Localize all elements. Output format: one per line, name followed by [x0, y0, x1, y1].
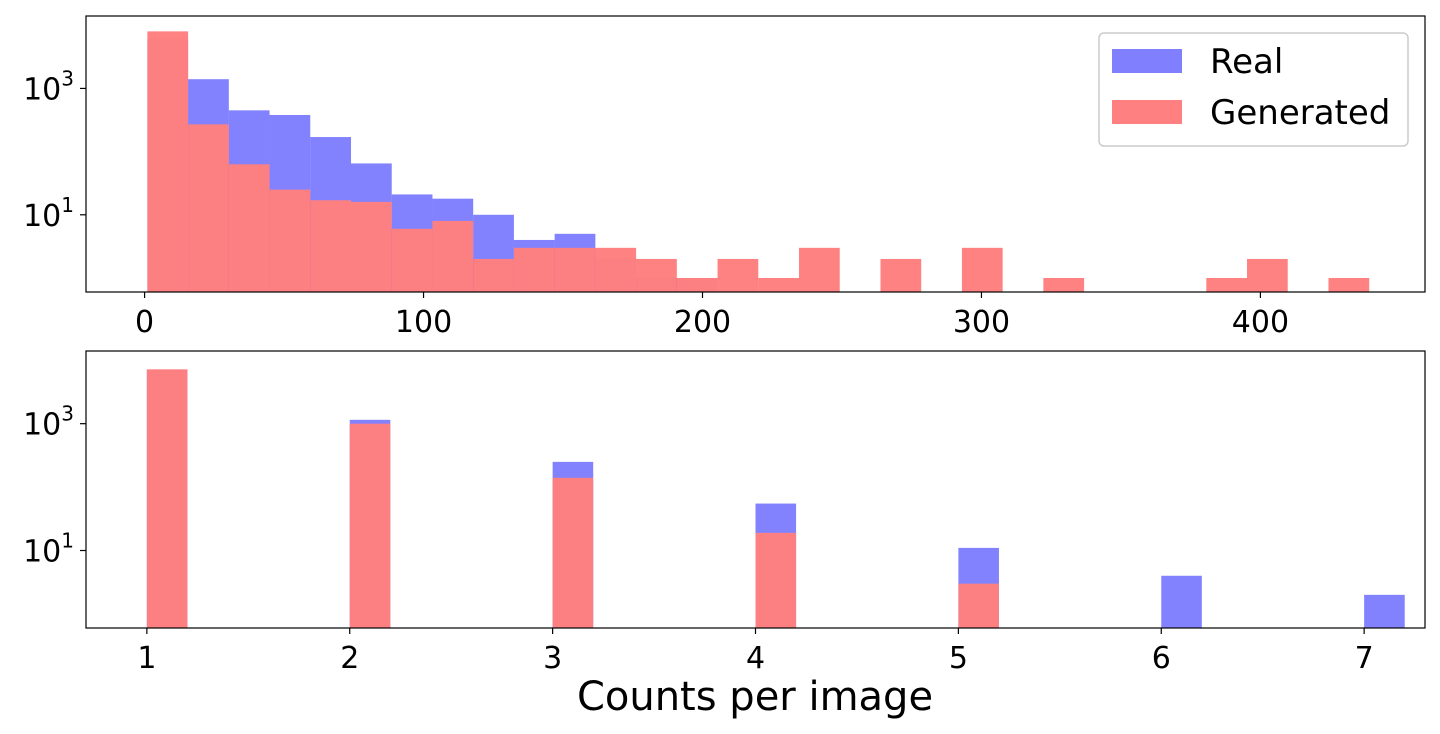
x-tick-label: 5 — [949, 641, 968, 676]
series-generated — [147, 31, 1370, 293]
bar-generated-6 — [391, 228, 433, 292]
bar-generated-14 — [717, 258, 759, 292]
x-tick-label: 6 — [1152, 641, 1171, 676]
x-tick-label: 7 — [1355, 641, 1374, 676]
bottom-histogram-panel: 1 2 3 4 5 6 7 103 101 — [23, 350, 1426, 676]
bar-generated-12 — [636, 258, 677, 292]
bar-generated-11 — [595, 247, 637, 292]
legend-swatch-real — [1112, 49, 1182, 73]
bar-generated-22 — [1043, 277, 1085, 292]
bar-generated-16 — [799, 247, 840, 292]
bar-generated-1 — [349, 423, 391, 628]
bar-real-5 — [1161, 575, 1202, 628]
bar-generated-5 — [351, 201, 392, 292]
bar-generated-3 — [755, 532, 797, 628]
bar-generated-9 — [513, 247, 555, 292]
bar-real-6 — [1364, 594, 1405, 628]
bar-generated-10 — [554, 247, 596, 292]
bar-generated-1 — [188, 124, 229, 292]
x-tick-label: 300 — [953, 305, 1010, 340]
bar-generated-4 — [310, 200, 352, 292]
x-tick-label: 1 — [137, 641, 156, 676]
y-tick-label: 103 — [23, 66, 74, 107]
bar-generated-26 — [1206, 277, 1248, 292]
y-tick-label: 101 — [23, 529, 74, 570]
bar-generated-13 — [676, 277, 718, 292]
x-tick-label: 0 — [135, 305, 154, 340]
y-tick-label: 103 — [23, 402, 74, 443]
bar-generated-4 — [958, 583, 999, 628]
y-tick-label: 101 — [23, 193, 74, 234]
bar-generated-0 — [146, 369, 188, 628]
bar-generated-15 — [758, 277, 800, 292]
legend-swatch-generated — [1112, 100, 1182, 124]
x-tick-label: 2 — [340, 641, 359, 676]
bar-generated-18 — [880, 258, 922, 292]
x-tick-label: 400 — [1232, 305, 1289, 340]
x-axis-label: Counts per image — [577, 674, 933, 720]
bar-generated-29 — [1328, 277, 1370, 292]
bar-generated-8 — [473, 258, 514, 292]
bar-generated-0 — [147, 31, 189, 293]
legend: Real Generated — [1098, 32, 1409, 147]
legend-label-generated: Generated — [1210, 93, 1390, 133]
x-tick-label: 4 — [746, 641, 765, 676]
plot-frame — [85, 15, 1426, 293]
bar-generated-7 — [432, 220, 474, 292]
series-generated — [146, 369, 999, 628]
top-histogram-panel: 0 100 200 300 400 103 101 — [23, 15, 1426, 340]
x-tick-label: 3 — [543, 641, 562, 676]
bar-generated-2 — [228, 164, 270, 292]
x-tick-label: 200 — [674, 305, 731, 340]
bar-generated-20 — [961, 247, 1003, 292]
legend-label-real: Real — [1210, 42, 1283, 82]
bar-generated-27 — [1247, 258, 1288, 292]
x-tick-label: 100 — [395, 305, 452, 340]
bar-generated-2 — [552, 477, 594, 628]
bar-generated-3 — [269, 189, 311, 292]
